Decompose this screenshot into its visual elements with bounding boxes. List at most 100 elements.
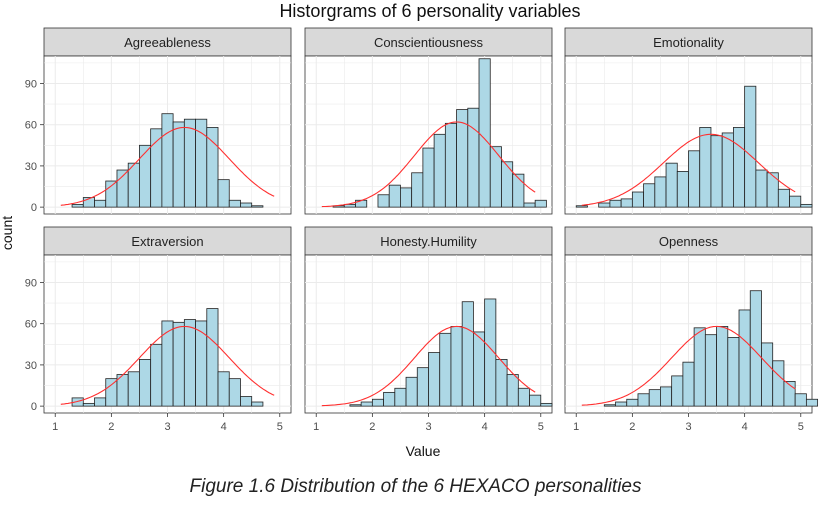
x-axis-label: Value — [406, 443, 441, 459]
histogram-bar — [489, 146, 502, 208]
facet-strip-label: Openness — [659, 234, 719, 249]
histogram-bar — [183, 319, 196, 407]
histogram-bar — [721, 132, 734, 208]
histogram-bar — [150, 343, 163, 407]
histogram-bar — [82, 402, 95, 407]
histogram-bar — [660, 386, 673, 407]
histogram-bar — [540, 402, 553, 407]
x-tick-label: 5 — [277, 421, 283, 433]
histogram-bar — [172, 121, 185, 208]
facet-strip-label: Extraversion — [131, 234, 203, 249]
histogram-bar — [450, 326, 463, 407]
histogram-bar — [676, 171, 689, 208]
histogram-bar — [172, 321, 185, 407]
histogram-bar — [360, 401, 373, 407]
histogram-bar — [228, 199, 241, 208]
histogram-bar — [349, 404, 362, 407]
histogram-bar — [733, 127, 746, 208]
x-tick-label: 5 — [798, 421, 804, 433]
facet-strip-label: Conscientiousness — [374, 35, 484, 50]
facet-strip — [304, 226, 553, 256]
histogram-bar — [439, 332, 452, 407]
histogram-bar — [444, 122, 457, 208]
density-curve — [321, 325, 536, 407]
histogram-bar — [671, 375, 684, 407]
histogram-bar — [228, 378, 241, 407]
histogram-bar — [794, 393, 807, 407]
histogram-bar — [383, 391, 396, 407]
histogram-bar — [682, 361, 695, 407]
histogram-bar — [388, 184, 401, 208]
histogram-bar — [206, 127, 219, 208]
x-tick-label: 4 — [221, 421, 227, 433]
y-tick-label: 30 — [25, 161, 37, 173]
histogram-bar — [710, 135, 723, 208]
histogram-bar — [139, 359, 152, 407]
facet-strip — [43, 226, 292, 256]
histogram-bar — [761, 342, 774, 407]
x-tick-label: 2 — [369, 421, 375, 433]
histogram-bar — [183, 118, 196, 208]
histogram-bar — [195, 320, 208, 407]
histogram-bar — [688, 150, 701, 208]
histogram-bar — [206, 308, 219, 407]
histogram-bar — [501, 161, 514, 208]
histogram-bar — [139, 144, 152, 208]
density-curve — [581, 325, 796, 406]
x-tick-label: 2 — [629, 421, 635, 433]
histogram-bar — [495, 359, 508, 407]
histogram-bar — [161, 113, 174, 208]
histogram-bar — [789, 195, 802, 208]
histogram-bar — [738, 309, 751, 407]
x-tick-label: 3 — [425, 421, 431, 433]
histogram-bar — [603, 404, 616, 407]
x-tick-label: 3 — [164, 421, 170, 433]
y-tick-label: 60 — [25, 319, 37, 331]
facet-strip-label: Honesty.Humility — [380, 234, 477, 249]
histogram-bar — [598, 202, 611, 208]
facet-strip — [43, 27, 292, 57]
histogram-bar — [772, 360, 785, 407]
histogram-bar — [473, 331, 486, 407]
histogram-bar — [94, 199, 107, 208]
histogram-bar — [744, 85, 757, 208]
histogram-bar — [631, 191, 644, 208]
facet-openness: Openness 1 2 3 4 5 — [564, 226, 819, 433]
facet-strip-label: Emotionality — [653, 35, 724, 50]
y-tick-label: 0 — [31, 401, 37, 413]
x-tick-label: 5 — [538, 421, 544, 433]
x-tick-label: 1 — [52, 421, 58, 433]
y-axis-label: count — [0, 216, 15, 250]
histogram-bar — [766, 172, 779, 208]
histogram-bar — [693, 327, 706, 407]
histogram-bar — [755, 169, 768, 208]
x-tick-label: 3 — [685, 421, 691, 433]
density-curve — [60, 126, 275, 206]
histogram-bar — [506, 374, 519, 407]
density-curve — [60, 325, 275, 405]
histogram-bar — [648, 389, 661, 407]
histogram-bar — [127, 371, 140, 407]
histogram-bar — [529, 394, 542, 407]
histogram-bar — [615, 401, 628, 407]
x-tick-label: 4 — [482, 421, 488, 433]
histogram-bar — [405, 376, 418, 407]
x-tick-label: 1 — [573, 421, 579, 433]
facet-conscientiousness: Conscientiousness — [304, 27, 553, 215]
histogram-bar — [251, 205, 264, 208]
histogram-bar — [422, 147, 435, 208]
facet-agreeableness: Agreeableness 0 30 60 90 — [25, 27, 292, 215]
histogram-bar — [105, 378, 118, 407]
histogram-bar — [699, 127, 712, 208]
histogram-bar — [626, 398, 639, 407]
x-tick-label: 4 — [742, 421, 748, 433]
histogram-bar — [416, 367, 429, 407]
y-tick-label: 90 — [25, 78, 37, 90]
histogram-bar — [716, 326, 729, 407]
facet-strip-label: Agreeableness — [124, 35, 211, 50]
histogram-bar — [433, 133, 446, 208]
histogram-bar — [620, 198, 633, 208]
histogram-bar — [805, 398, 819, 407]
